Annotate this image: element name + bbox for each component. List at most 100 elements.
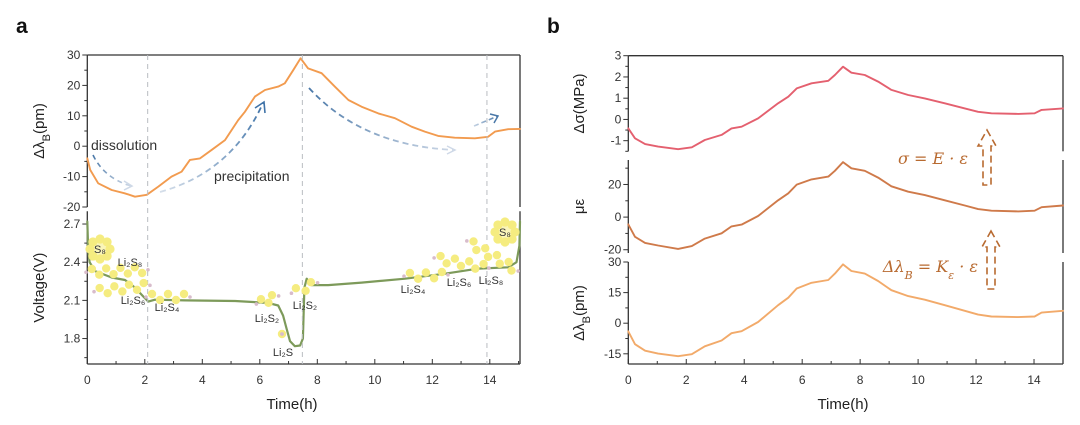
data-point <box>977 111 979 113</box>
li2s2-molecule-icon <box>289 278 320 296</box>
dissolution-arrow-icon <box>92 154 134 191</box>
y-tick-label: 3 <box>615 49 622 63</box>
data-point <box>864 272 866 274</box>
x-tick-label: 12 <box>426 373 440 387</box>
data-point <box>890 185 892 187</box>
data-point <box>720 339 722 341</box>
process-arrows <box>92 87 500 193</box>
li2s4-molecule-icon <box>402 267 450 283</box>
data-point <box>494 130 496 132</box>
data-point <box>691 353 693 355</box>
data-point <box>424 130 426 132</box>
end-arrow-icon <box>473 113 500 127</box>
x-tick-label: 0 <box>84 373 91 387</box>
data-point <box>454 137 456 139</box>
equation-segment: σ = E · ε <box>898 149 968 168</box>
y-tick-label: 0 <box>74 139 81 153</box>
equation-annotations: σ = E · ε ΔλB = Kε · ε <box>882 128 1002 290</box>
data-point <box>777 102 779 104</box>
data-point <box>244 111 246 113</box>
data-point <box>1040 311 1042 313</box>
data-point <box>864 170 866 172</box>
data-point <box>787 96 789 98</box>
x-tick-label: 12 <box>969 373 983 387</box>
data-point <box>890 89 892 91</box>
species-label: Li₂S₄ <box>155 302 180 314</box>
data-point <box>877 176 879 178</box>
data-point <box>842 263 844 265</box>
series-line-a-0-0 <box>86 57 521 198</box>
equation-segment: Δλ <box>882 257 905 276</box>
x-axis-title: Time(h) <box>817 396 868 413</box>
y-axis-title-subscript: B <box>41 134 53 141</box>
data-point <box>124 192 126 194</box>
data-point <box>1033 315 1035 317</box>
data-point <box>740 126 742 128</box>
species-label: Li₂S₈ <box>118 257 143 269</box>
panel-label-a: a <box>16 15 28 38</box>
data-point <box>1017 316 1019 318</box>
data-point <box>757 321 759 323</box>
data-point <box>796 287 798 289</box>
y-axis-title-main: Δσ <box>571 114 588 134</box>
y-axis-title-subscript: B <box>581 316 593 323</box>
data-point <box>644 143 646 145</box>
data-point <box>827 80 829 82</box>
li2s4-molecule-icon <box>144 289 192 305</box>
panel-b-1: 20 0 -20 με <box>571 160 1064 257</box>
precipitation-arrow-icon <box>159 100 266 193</box>
data-point <box>677 248 679 250</box>
y-axis-title-main: με <box>571 199 588 215</box>
data-point <box>474 137 476 139</box>
y-tick-label: 30 <box>67 48 81 62</box>
species-label: Li₂S₈ <box>479 275 504 287</box>
data-point <box>827 279 829 281</box>
data-point <box>924 194 926 196</box>
data-point <box>394 117 396 119</box>
species-label: S₈ <box>499 227 511 239</box>
x-tick-label: 2 <box>141 373 148 387</box>
data-point <box>704 237 706 239</box>
species-label: Li₂S₂ <box>255 313 279 325</box>
data-point <box>924 299 926 301</box>
data-point <box>299 57 301 59</box>
s8-molecule-icon <box>490 217 520 247</box>
li2s6-molecule-icon <box>432 251 491 273</box>
data-point <box>644 350 646 352</box>
data-point <box>757 215 759 217</box>
data-point <box>657 352 659 354</box>
x-tick-label: 2 <box>683 373 690 387</box>
data-point <box>294 345 296 347</box>
data-point <box>360 106 362 108</box>
y-tick-label: 1 <box>615 91 622 105</box>
data-point <box>1017 210 1019 212</box>
li2s-molecule-icon <box>277 329 287 339</box>
y-tick-label: 15 <box>608 286 622 300</box>
data-point <box>907 94 909 96</box>
data-point <box>677 148 679 150</box>
li2s8-molecule-icon <box>84 263 150 279</box>
data-point <box>810 282 812 284</box>
data-point <box>964 310 966 312</box>
data-point <box>627 223 629 225</box>
data-point <box>88 261 90 263</box>
data-point <box>720 134 722 136</box>
data-point <box>924 97 926 99</box>
y-axis-title-main: Δλ <box>571 323 588 341</box>
y-tick-label: 10 <box>67 109 81 123</box>
data-point <box>285 327 287 329</box>
y-axis-title: ΔλB(pm) <box>571 285 593 341</box>
li2s2-molecule-icon <box>254 290 281 308</box>
data-point <box>254 95 256 97</box>
x-tick-label: 4 <box>199 373 206 387</box>
data-point <box>134 196 136 198</box>
data-point <box>634 236 636 238</box>
data-point <box>704 345 706 347</box>
data-point <box>289 340 291 342</box>
data-point <box>634 137 636 139</box>
y-tick-label: 2 <box>615 70 622 84</box>
data-point <box>86 157 88 159</box>
x-tick-label: 14 <box>1027 373 1041 387</box>
data-point <box>299 344 301 346</box>
data-point <box>877 80 879 82</box>
